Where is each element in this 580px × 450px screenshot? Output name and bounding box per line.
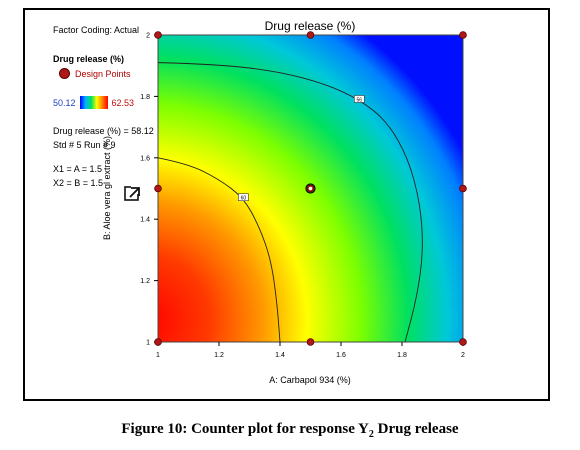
point-info-x1: X1 = A = 1.5 xyxy=(53,164,103,174)
contour-label: 56 xyxy=(357,97,363,103)
contour-label-box xyxy=(238,193,249,202)
figure-caption: Figure 10: Counter plot for response Y2 … xyxy=(0,421,580,440)
external-link-icon[interactable] xyxy=(124,185,140,201)
y-axis-label: B: Aloe vera gl extract (%) xyxy=(102,136,112,240)
x-tick-label: 1.4 xyxy=(275,352,285,359)
design-point[interactable] xyxy=(306,338,315,346)
x-tick-label: 1.8 xyxy=(397,352,407,359)
point-info-value: Drug release (%) = 58.12 xyxy=(53,126,154,136)
design-point-legend-marker xyxy=(59,68,70,79)
color-scale-max: 62.53 xyxy=(111,97,135,108)
design-point[interactable] xyxy=(154,31,162,39)
legend-design-points-label: Design Points xyxy=(75,68,131,79)
point-info-std-run: Std # 5 Run # 9 xyxy=(53,140,116,150)
chart-title: Drug release (%) xyxy=(265,19,356,33)
y-tick-label: 1 xyxy=(146,340,150,347)
response-title: Drug release (%) xyxy=(53,54,125,64)
point-info-x2: X2 = B = 1.5 xyxy=(53,178,104,188)
design-point[interactable] xyxy=(459,338,467,346)
design-point[interactable] xyxy=(306,31,315,39)
design-point[interactable] xyxy=(154,338,162,346)
y-tick-label: 2 xyxy=(146,33,150,40)
y-tick-label: 1.8 xyxy=(140,94,150,101)
x-axis-label: A: Carbapol 934 (%) xyxy=(269,375,351,385)
contour-line-60 xyxy=(157,157,281,343)
color-scale-min: 50.12 xyxy=(53,97,76,108)
y-tick-label: 1.4 xyxy=(140,217,150,224)
design-point[interactable] xyxy=(459,31,467,39)
caption-main: Figure 10: Counter plot for response Y xyxy=(121,421,369,437)
selected-design-point[interactable] xyxy=(305,183,316,194)
color-scale-bar xyxy=(79,96,108,109)
legend-design-points: Design Points xyxy=(59,68,131,79)
color-scale: 50.12 62.53 xyxy=(53,96,134,109)
caption-subscript: 2 xyxy=(368,429,374,440)
factor-coding-label: Factor Coding: Actual xyxy=(53,25,140,35)
design-point[interactable] xyxy=(154,184,162,193)
x-tick-label: 2 xyxy=(461,352,465,359)
contour-chart: Drug release (%) 60 56 1 1.2 1.4 1.6 1.8 2 1 1.2… xyxy=(102,19,467,385)
y-tick-label: 1.2 xyxy=(140,278,150,285)
x-tick-label: 1 xyxy=(156,352,160,359)
x-tick-label: 1.2 xyxy=(214,352,224,359)
point-info: Drug release (%) = 58.12 Std # 5 Run # 9… xyxy=(53,124,154,190)
selected-point-center xyxy=(308,186,313,191)
contour-label: 60 xyxy=(241,196,247,202)
caption-end: Drug release xyxy=(373,421,459,437)
contour-line-56 xyxy=(157,62,423,343)
x-tick-label: 1.6 xyxy=(336,352,346,359)
contour-label-box xyxy=(353,95,365,103)
design-point[interactable] xyxy=(459,184,467,193)
y-tick-label: 1.6 xyxy=(140,155,150,162)
